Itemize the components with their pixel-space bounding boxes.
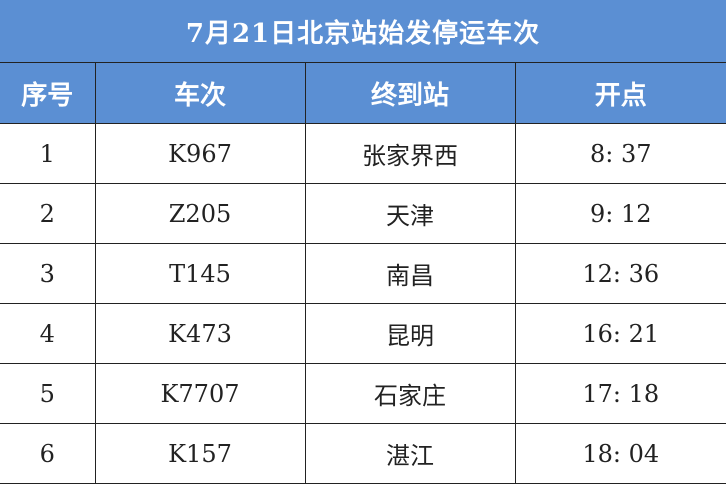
- train-number-cell: K473: [94, 303, 306, 364]
- index-cell: 2: [0, 183, 96, 244]
- destination-cell: 南昌: [304, 243, 516, 304]
- index-cell: 6: [0, 423, 96, 484]
- departure-time-cell: 18: 04: [514, 423, 726, 484]
- table-title: 7月21日北京站始发停运车次: [0, 0, 726, 62]
- column-header-departure: 开点: [514, 62, 726, 124]
- departure-time-cell: 12: 36: [514, 243, 726, 304]
- column-header-destination: 终到站: [304, 62, 516, 124]
- index-cell: 1: [0, 123, 96, 184]
- train-number-cell: K7707: [94, 363, 306, 424]
- train-number-cell: K157: [94, 423, 306, 484]
- departure-time-cell: 9: 12: [514, 183, 726, 244]
- departure-time-cell: 17: 18: [514, 363, 726, 424]
- table-row: 4 K473 昆明 16: 21: [0, 303, 726, 364]
- departure-time-cell: 16: 21: [514, 303, 726, 364]
- departure-time-cell: 8: 37: [514, 123, 726, 184]
- train-number-cell: T145: [94, 243, 306, 304]
- index-cell: 3: [0, 243, 96, 304]
- index-cell: 4: [0, 303, 96, 364]
- train-number-cell: K967: [94, 123, 306, 184]
- destination-cell: 湛江: [304, 423, 516, 484]
- train-number-cell: Z205: [94, 183, 306, 244]
- table-row: 1 K967 张家界西 8: 37: [0, 123, 726, 184]
- destination-cell: 张家界西: [304, 123, 516, 184]
- destination-cell: 石家庄: [304, 363, 516, 424]
- index-cell: 5: [0, 363, 96, 424]
- destination-cell: 昆明: [304, 303, 516, 364]
- header-row: 序号 车次 终到站 开点: [0, 62, 726, 124]
- table-row: 5 K7707 石家庄 17: 18: [0, 363, 726, 424]
- table-row: 2 Z205 天津 9: 12: [0, 183, 726, 244]
- table-row: 6 K157 湛江 18: 04: [0, 423, 726, 484]
- column-header-train: 车次: [94, 62, 306, 124]
- suspended-trains-table: 序号 车次 终到站 开点 1 K967 张家界西 8: 37 2 Z205 天津 9: 12 3…: [0, 62, 726, 484]
- destination-cell: 天津: [304, 183, 516, 244]
- column-header-index: 序号: [0, 62, 96, 124]
- table-row: 3 T145 南昌 12: 36: [0, 243, 726, 304]
